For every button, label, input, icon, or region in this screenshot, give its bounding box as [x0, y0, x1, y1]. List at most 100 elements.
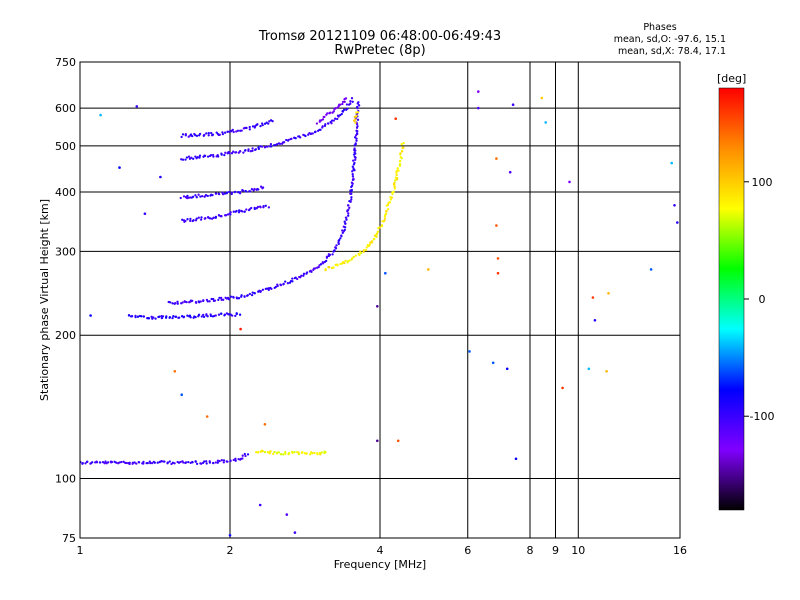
- data-point: [208, 460, 211, 463]
- data-point: [561, 386, 564, 390]
- data-point: [293, 531, 297, 534]
- data-point: [670, 161, 673, 165]
- data-point: [185, 156, 189, 159]
- data-point: [227, 298, 231, 301]
- data-point: [200, 216, 203, 219]
- data-point: [593, 319, 597, 322]
- data-point: [185, 300, 188, 304]
- data-point: [212, 297, 215, 301]
- x-axis-label: Frequency [MHz]: [334, 558, 426, 571]
- data-point: [388, 200, 391, 204]
- data-point: [214, 461, 217, 464]
- data-point: [389, 198, 392, 201]
- data-point: [339, 113, 342, 117]
- data-point: [236, 191, 240, 194]
- data-point: [351, 173, 354, 176]
- data-point: [328, 266, 331, 269]
- data-point: [168, 460, 171, 463]
- x-tick-label: 4: [377, 544, 384, 557]
- data-point: [236, 129, 240, 132]
- data-point: [511, 103, 515, 106]
- data-point: [229, 213, 232, 216]
- data-point: [186, 314, 189, 317]
- data-point: [352, 255, 355, 259]
- data-point: [253, 292, 256, 295]
- data-point: [649, 268, 653, 271]
- data-point: [98, 461, 102, 464]
- data-point: [279, 283, 283, 287]
- data-point: [222, 298, 225, 301]
- data-point: [192, 157, 195, 160]
- data-point: [364, 248, 368, 252]
- data-point: [195, 301, 198, 304]
- data-point: [321, 125, 324, 128]
- data-point: [191, 134, 194, 138]
- data-point: [346, 107, 349, 110]
- data-point: [243, 452, 246, 456]
- data-point: [206, 194, 209, 198]
- data-point: [324, 451, 327, 454]
- data-point: [198, 154, 202, 157]
- data-point: [248, 128, 251, 131]
- data-point: [325, 259, 328, 263]
- data-point: [205, 415, 209, 418]
- y-tick-label: 200: [55, 329, 76, 342]
- data-point: [327, 122, 330, 125]
- data-point: [221, 132, 225, 136]
- data-point: [176, 300, 179, 303]
- data-point: [153, 461, 156, 464]
- data-point: [194, 315, 197, 319]
- data-point: [163, 460, 166, 463]
- x-axis-ticks: 1 2 4 6 8 10 16 9: [77, 544, 688, 557]
- data-point: [273, 143, 276, 147]
- data-point: [376, 230, 380, 233]
- data-point: [341, 229, 344, 232]
- colorbar-tick-label: 0: [759, 293, 766, 306]
- y-tick-label: 75: [62, 532, 76, 545]
- data-point: [84, 462, 87, 465]
- data-point: [354, 142, 357, 145]
- data-point: [349, 192, 352, 195]
- data-point: [187, 460, 190, 464]
- legend-title: Phases: [643, 22, 676, 33]
- data-point: [351, 100, 354, 103]
- data-point: [233, 190, 236, 194]
- data-point: [107, 461, 110, 464]
- data-point: [496, 271, 500, 275]
- data-point: [204, 194, 208, 197]
- data-point: [156, 461, 159, 464]
- data-point: [495, 157, 498, 160]
- data-point: [81, 462, 84, 465]
- data-point: [203, 460, 206, 463]
- y-tick-label: 600: [55, 102, 76, 115]
- data-point: [220, 215, 223, 218]
- data-point: [205, 460, 208, 463]
- data-point: [203, 154, 207, 158]
- data-point: [316, 453, 319, 456]
- data-point: [211, 193, 214, 197]
- y-tick-label: 100: [55, 473, 76, 486]
- data-point: [224, 151, 227, 154]
- y-tick-label: 300: [55, 245, 76, 258]
- data-point: [244, 454, 247, 458]
- data-point: [605, 370, 608, 373]
- data-point: [270, 145, 273, 148]
- data-point: [376, 305, 379, 308]
- data-point: [348, 259, 351, 262]
- data-point: [164, 316, 168, 319]
- data-point: [282, 141, 286, 144]
- data-point: [243, 210, 246, 213]
- data-point: [228, 152, 231, 155]
- data-point: [248, 292, 252, 296]
- data-point: [214, 192, 218, 195]
- data-point: [237, 211, 241, 214]
- data-point: [353, 151, 356, 154]
- data-point: [328, 253, 332, 256]
- data-point: [217, 313, 221, 316]
- data-point: [246, 294, 249, 297]
- data-point: [180, 158, 183, 161]
- data-point: [544, 121, 547, 124]
- data-point: [495, 224, 498, 227]
- data-point: [372, 238, 375, 241]
- data-point: [345, 103, 349, 106]
